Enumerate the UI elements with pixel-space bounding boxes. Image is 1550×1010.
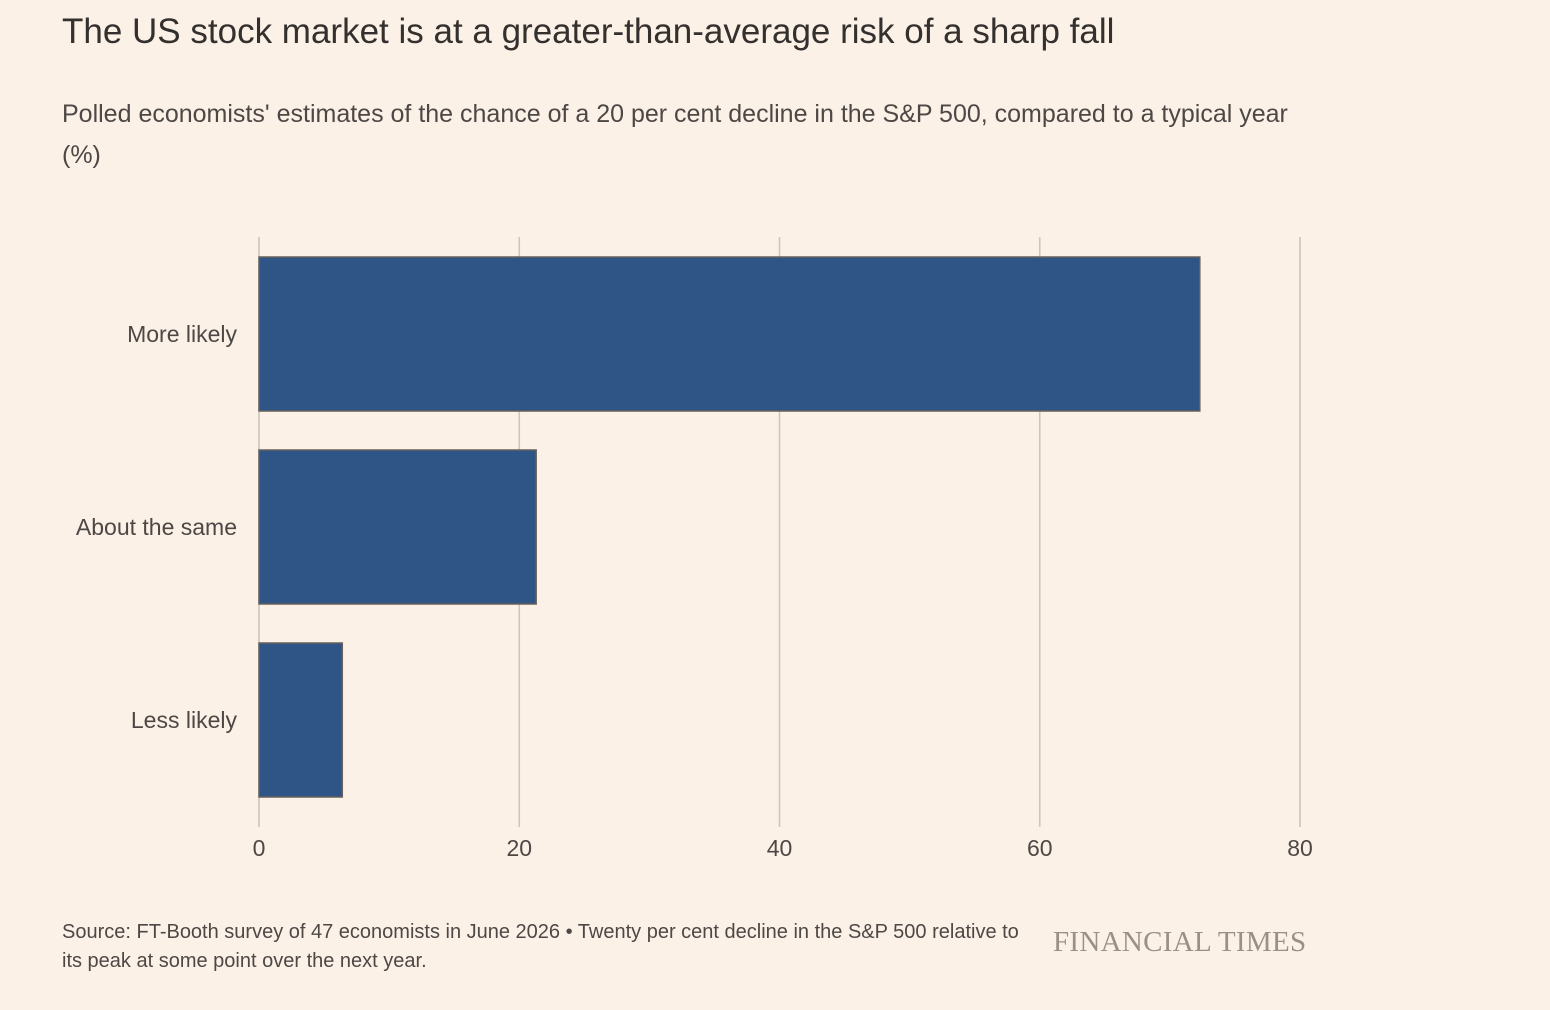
category-label-less-likely: Less likely	[131, 707, 238, 733]
bar-more-likely	[258, 256, 1201, 412]
x-tick-label-40: 40	[767, 835, 793, 861]
category-labels: More likely About the same Less likely	[76, 321, 238, 733]
source-note: Source: FT-Booth survey of 47 economists…	[62, 921, 1019, 972]
category-label-about-the-same: About the same	[76, 514, 237, 540]
bars	[258, 256, 1201, 798]
ft-logo: FINANCIAL TIMES	[1053, 926, 1307, 958]
x-tick-label-20: 20	[506, 835, 532, 861]
x-tick-label-80: 80	[1287, 835, 1313, 861]
x-axis-ticks: 0 20 40 60 80	[253, 835, 1313, 861]
bar-about-the-same	[258, 449, 537, 605]
chart-subtitle: Polled economists' estimates of the chan…	[62, 100, 1288, 169]
x-tick-label-0: 0	[253, 835, 266, 861]
x-tick-label-60: 60	[1027, 835, 1053, 861]
bar-less-likely	[258, 642, 344, 798]
chart-title: The US stock market is at a greater-than…	[62, 12, 1115, 51]
category-label-more-likely: More likely	[127, 321, 237, 347]
